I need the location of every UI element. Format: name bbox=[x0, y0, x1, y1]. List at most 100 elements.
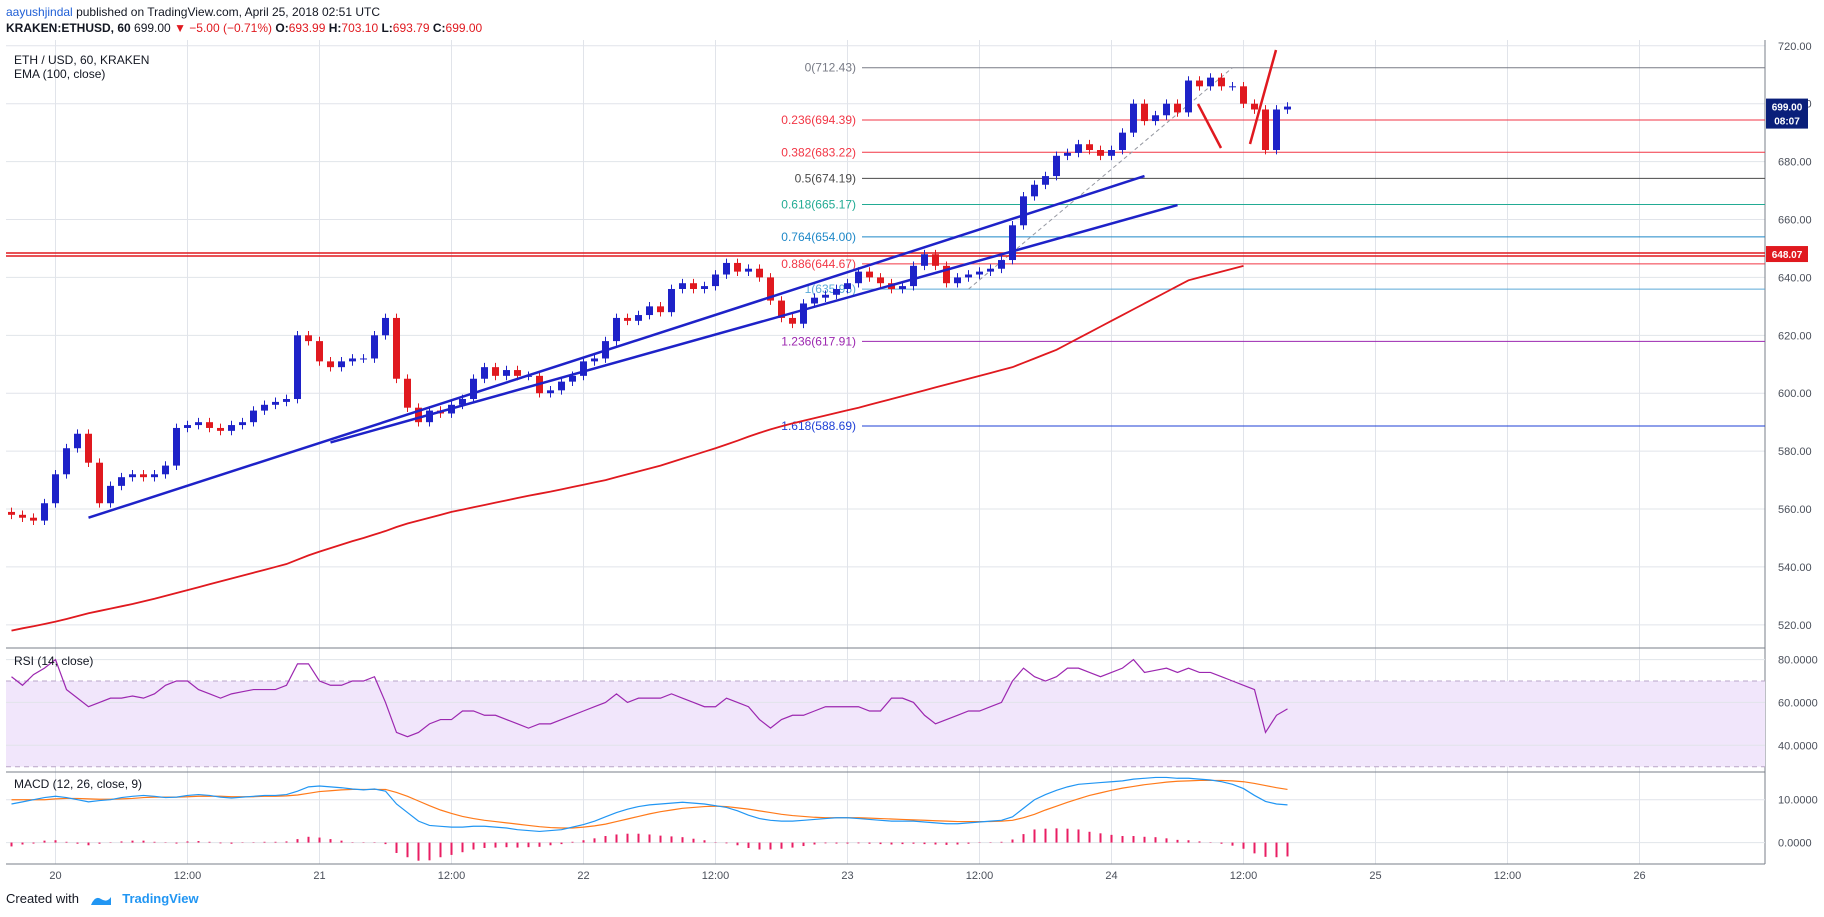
candle-body bbox=[1284, 106, 1291, 110]
ema-100-line bbox=[11, 264, 1244, 632]
candle-body bbox=[1174, 103, 1181, 113]
candle-body bbox=[723, 262, 730, 275]
time-tick-label: 23 bbox=[841, 870, 853, 882]
candle-body bbox=[327, 361, 334, 368]
candle-body bbox=[1240, 86, 1247, 104]
candle-body bbox=[866, 271, 873, 278]
fib-level-label: 1.236(617.91) bbox=[781, 334, 856, 348]
candle-body bbox=[426, 410, 433, 423]
candle-body bbox=[1075, 144, 1082, 153]
candle-body bbox=[173, 427, 180, 466]
candle-body bbox=[305, 335, 312, 342]
candle-body bbox=[470, 378, 477, 400]
fib-level-label: 0.618(665.17) bbox=[781, 198, 856, 212]
candle-body bbox=[316, 341, 323, 362]
candle-body bbox=[514, 370, 521, 376]
candle-body bbox=[1196, 80, 1203, 87]
open-label: O: bbox=[275, 21, 289, 35]
fib-level-label: 0(712.43) bbox=[805, 61, 856, 75]
support-price-tag-label: 648.07 bbox=[1772, 250, 1803, 261]
candle-body bbox=[943, 265, 950, 284]
candle-body bbox=[976, 271, 983, 275]
candle-body bbox=[580, 361, 587, 376]
footer: Created with TradingView bbox=[6, 891, 199, 907]
candle-body bbox=[1152, 115, 1159, 122]
time-tick-label: 25 bbox=[1369, 870, 1381, 882]
published-text: published on TradingView.com, April 25, … bbox=[76, 5, 381, 19]
last-price-tag-time: 08:07 bbox=[1774, 117, 1800, 128]
time-tick-label: 20 bbox=[49, 870, 61, 882]
candle-body bbox=[800, 303, 807, 324]
time-tick-label: 21 bbox=[313, 870, 325, 882]
time-tick-label: 22 bbox=[577, 870, 589, 882]
candle-body bbox=[778, 300, 785, 318]
trendline bbox=[330, 203, 1178, 444]
low-value: 693.79 bbox=[392, 21, 430, 35]
time-tick-label: 12:00 bbox=[174, 870, 202, 882]
candle-body bbox=[1086, 144, 1093, 151]
time-tick-label: 12:00 bbox=[966, 870, 994, 882]
candle-body bbox=[954, 277, 961, 284]
candle-body bbox=[613, 317, 620, 342]
rsi-tick-label: 80.0000 bbox=[1778, 655, 1818, 667]
rsi-tick-label: 60.0000 bbox=[1778, 697, 1818, 709]
candle-body bbox=[1229, 86, 1236, 88]
candle-body bbox=[107, 485, 114, 504]
candle-body bbox=[1097, 150, 1104, 156]
candle-body bbox=[734, 262, 741, 272]
macd-tick-label: 0.0000 bbox=[1778, 838, 1812, 850]
fib-level-label: 0.236(694.39) bbox=[781, 113, 856, 127]
candle-body bbox=[558, 381, 565, 391]
chart-svg[interactable]: 520.00 540.00 560.00 580.00 600.00 620.00 640.… bbox=[0, 40, 1824, 885]
low-label: L: bbox=[381, 21, 393, 35]
time-tick-label: 12:00 bbox=[702, 870, 730, 882]
fib-level-label: 0.886(644.67) bbox=[781, 257, 856, 271]
candle-body bbox=[415, 407, 422, 423]
candle-body bbox=[855, 271, 862, 284]
candle-body bbox=[1218, 77, 1225, 87]
candle-body bbox=[459, 399, 466, 405]
chart-area[interactable]: 520.00 540.00 560.00 580.00 600.00 620.00 640.… bbox=[0, 40, 1824, 890]
candle-body bbox=[283, 399, 290, 402]
candle-body bbox=[96, 462, 103, 504]
candle-body bbox=[910, 265, 917, 287]
candle-body bbox=[921, 254, 928, 266]
price-tick-label: 720.00 bbox=[1778, 41, 1812, 53]
price-tick-label: 660.00 bbox=[1778, 215, 1812, 227]
candle-body bbox=[118, 477, 125, 486]
time-tick-label: 12:00 bbox=[1494, 870, 1522, 882]
created-with-text: Created with bbox=[6, 891, 79, 906]
candle-body bbox=[690, 283, 697, 289]
candle-body bbox=[844, 283, 851, 289]
candle-body bbox=[745, 268, 752, 272]
tradingview-link[interactable]: TradingView bbox=[122, 891, 199, 906]
candle-body bbox=[899, 286, 906, 289]
candle-body bbox=[140, 474, 147, 478]
rsi-tick-label: 40.0000 bbox=[1778, 740, 1818, 752]
candle-body bbox=[679, 283, 686, 289]
candle-body bbox=[547, 390, 554, 394]
price-tick-label: 600.00 bbox=[1778, 388, 1812, 400]
author-link[interactable]: aayushjindal bbox=[6, 5, 73, 19]
candle-body bbox=[382, 317, 389, 336]
candle-body bbox=[668, 288, 675, 313]
price-change: ▼ −5.00 (−0.71%) bbox=[174, 21, 273, 35]
publish-info: aayushjindal published on TradingView.co… bbox=[6, 5, 380, 19]
candle-body bbox=[206, 422, 213, 428]
candle-body bbox=[712, 274, 719, 287]
candle-body bbox=[261, 404, 268, 411]
candle-body bbox=[657, 306, 664, 313]
candle-body bbox=[8, 511, 15, 515]
last-price-tag bbox=[1766, 98, 1808, 129]
open-value: 693.99 bbox=[288, 21, 326, 35]
price-tick-label: 680.00 bbox=[1778, 157, 1812, 169]
candle-body bbox=[877, 277, 884, 284]
close-label: C: bbox=[432, 21, 446, 35]
candle-body bbox=[756, 268, 763, 278]
price-tick-label: 540.00 bbox=[1778, 562, 1812, 574]
support-price-tag bbox=[1766, 246, 1808, 263]
candle-body bbox=[19, 514, 26, 518]
candle-body bbox=[217, 427, 224, 431]
rsi-line bbox=[11, 658, 1288, 738]
price-tick-label: 580.00 bbox=[1778, 446, 1812, 458]
